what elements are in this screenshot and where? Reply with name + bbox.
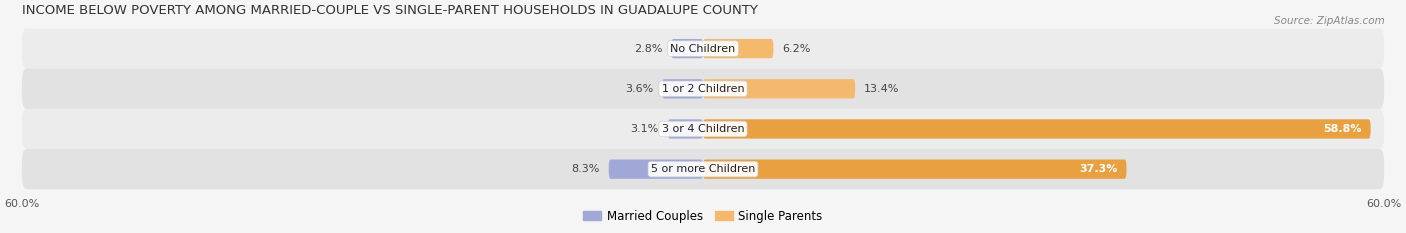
FancyBboxPatch shape (662, 79, 703, 98)
Text: INCOME BELOW POVERTY AMONG MARRIED-COUPLE VS SINGLE-PARENT HOUSEHOLDS IN GUADALU: INCOME BELOW POVERTY AMONG MARRIED-COUPL… (21, 4, 758, 17)
Text: 2.8%: 2.8% (634, 44, 662, 54)
Text: 3 or 4 Children: 3 or 4 Children (662, 124, 744, 134)
Legend: Married Couples, Single Parents: Married Couples, Single Parents (579, 205, 827, 227)
Text: 58.8%: 58.8% (1323, 124, 1361, 134)
FancyBboxPatch shape (21, 28, 1385, 69)
FancyBboxPatch shape (21, 109, 1385, 149)
FancyBboxPatch shape (703, 160, 1126, 179)
FancyBboxPatch shape (703, 119, 1371, 139)
Text: 5 or more Children: 5 or more Children (651, 164, 755, 174)
Text: No Children: No Children (671, 44, 735, 54)
Text: 8.3%: 8.3% (571, 164, 600, 174)
Text: 3.6%: 3.6% (624, 84, 652, 94)
Text: 37.3%: 37.3% (1078, 164, 1118, 174)
FancyBboxPatch shape (21, 149, 1385, 189)
Text: 1 or 2 Children: 1 or 2 Children (662, 84, 744, 94)
Text: 3.1%: 3.1% (630, 124, 659, 134)
Text: 13.4%: 13.4% (865, 84, 900, 94)
FancyBboxPatch shape (21, 69, 1385, 109)
Text: Source: ZipAtlas.com: Source: ZipAtlas.com (1274, 16, 1385, 26)
FancyBboxPatch shape (703, 79, 855, 98)
Text: 6.2%: 6.2% (783, 44, 811, 54)
FancyBboxPatch shape (668, 119, 703, 139)
FancyBboxPatch shape (703, 39, 773, 58)
FancyBboxPatch shape (671, 39, 703, 58)
FancyBboxPatch shape (609, 160, 703, 179)
